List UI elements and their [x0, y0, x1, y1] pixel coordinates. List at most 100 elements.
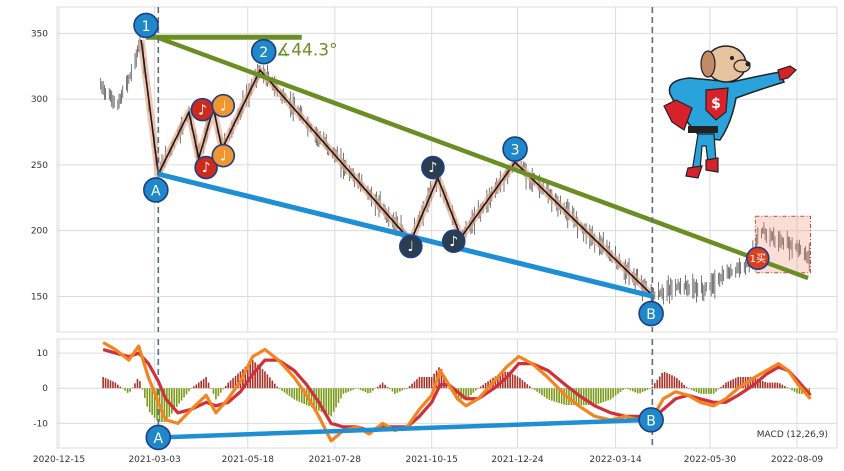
histogram-bar	[325, 388, 328, 415]
histogram-bar	[119, 386, 122, 389]
superhero-dog: $	[663, 45, 797, 179]
histogram-bar	[210, 388, 212, 389]
histogram-bar	[195, 384, 198, 389]
angle-label: ∡44.3°	[276, 41, 338, 61]
histogram-bar	[656, 379, 659, 389]
histogram-bar	[389, 388, 391, 390]
histogram-bar	[497, 375, 499, 389]
x-tick-label: 2021-12-24	[491, 455, 544, 465]
histogram-bar	[104, 378, 107, 389]
point-marker-bg	[638, 300, 664, 327]
histogram-bar	[771, 382, 774, 389]
histogram-bar	[558, 388, 560, 404]
histogram-bar	[337, 388, 340, 403]
buy-marker-bg	[745, 246, 770, 271]
axes: 2020-12-15 2021-03-03 2021-05-18 2021-07-28…	[31, 29, 824, 465]
histogram-bar	[663, 371, 666, 389]
histogram-bar	[749, 376, 752, 389]
macd-label: MACD (12,26,9)	[757, 430, 828, 440]
histogram-bar	[330, 388, 332, 417]
histogram-bar	[678, 380, 681, 389]
histogram-bar	[173, 388, 176, 411]
histogram-bar	[359, 388, 362, 390]
histogram-bar	[423, 376, 426, 389]
histogram-bar	[636, 388, 639, 394]
y-tick-label: 200	[31, 227, 48, 237]
histogram-bar	[707, 388, 710, 394]
histogram-bar	[722, 384, 725, 389]
histogram-bar	[418, 376, 421, 389]
histogram-bar	[193, 386, 195, 389]
histogram-bar	[163, 388, 166, 422]
histogram-bar	[399, 388, 401, 392]
histogram-bar	[357, 388, 359, 389]
histogram-bar	[624, 388, 627, 389]
histogram-bar	[506, 371, 509, 389]
histogram-bar	[619, 388, 622, 392]
histogram-bar	[627, 388, 629, 390]
histogram-bar	[477, 388, 480, 389]
histogram-bar	[347, 388, 350, 392]
x-tick-label: 2021-10-15	[406, 455, 458, 465]
note-marker-bg	[421, 155, 445, 180]
histogram-bar	[673, 376, 676, 389]
histogram-bar	[121, 388, 124, 389]
note-marker-bg	[211, 93, 236, 118]
histogram-bar	[190, 388, 193, 389]
histogram-bar	[227, 382, 229, 389]
histogram-bar	[703, 388, 705, 394]
histogram-bar	[462, 388, 465, 400]
histogram-bar	[440, 368, 443, 389]
histogram-bar	[430, 376, 433, 389]
macd-trendline	[158, 417, 652, 440]
histogram-bar	[600, 388, 602, 403]
histogram-bar	[340, 388, 342, 399]
histogram-bar	[688, 388, 690, 389]
histogram-bar	[232, 378, 234, 389]
macd-point-marker-bg	[638, 407, 664, 433]
macd-point-marker-bg	[145, 424, 172, 451]
histogram-bar	[421, 376, 423, 389]
histogram-bar	[212, 388, 215, 394]
point-marker-label: 2	[259, 45, 268, 61]
histogram-bar	[448, 388, 450, 389]
histogram-bar	[425, 376, 428, 389]
histogram-bar	[197, 382, 200, 389]
x-tick-label: 2021-07-28	[309, 455, 362, 465]
histogram-bar	[796, 388, 798, 394]
histogram-bar	[433, 373, 435, 389]
histogram-bar	[428, 376, 431, 389]
macd-point-marker-label: B	[646, 413, 656, 429]
note-marker-bg	[441, 229, 466, 254]
histogram-bar	[131, 387, 134, 389]
histogram-bar	[139, 381, 141, 389]
histogram-bar	[472, 388, 475, 393]
histogram-bar	[256, 364, 259, 389]
histogram-bar	[269, 377, 271, 389]
note-marker-label: ♪	[202, 160, 211, 176]
histogram-bar	[126, 388, 129, 393]
note-marker-bg	[194, 155, 218, 180]
superhero-dog-mascot-icon: $	[663, 45, 797, 179]
histogram-bar	[178, 388, 180, 404]
histogram-bar	[234, 375, 237, 389]
histogram-bar	[761, 380, 764, 389]
macd-point-marker-label: A	[154, 431, 164, 447]
histogram-bar	[548, 388, 551, 400]
histogram-bar	[465, 388, 467, 400]
histogram-bar	[156, 388, 158, 421]
histogram-bar	[136, 379, 139, 389]
histogram-bar	[634, 388, 636, 393]
histogram-bar	[112, 381, 114, 389]
x-tick-label: 2022-03-14	[589, 455, 642, 465]
histogram-bar	[543, 388, 546, 397]
dog-eye	[730, 56, 734, 60]
histogram-bar	[229, 380, 232, 389]
histogram-bar	[791, 388, 793, 391]
point-marker-label: 1	[142, 19, 151, 35]
histogram-bar	[676, 378, 678, 389]
histogram-bar	[658, 376, 661, 389]
histogram-bar	[781, 384, 784, 389]
histogram-bar	[342, 388, 345, 394]
y-tick-label: 250	[31, 161, 48, 171]
